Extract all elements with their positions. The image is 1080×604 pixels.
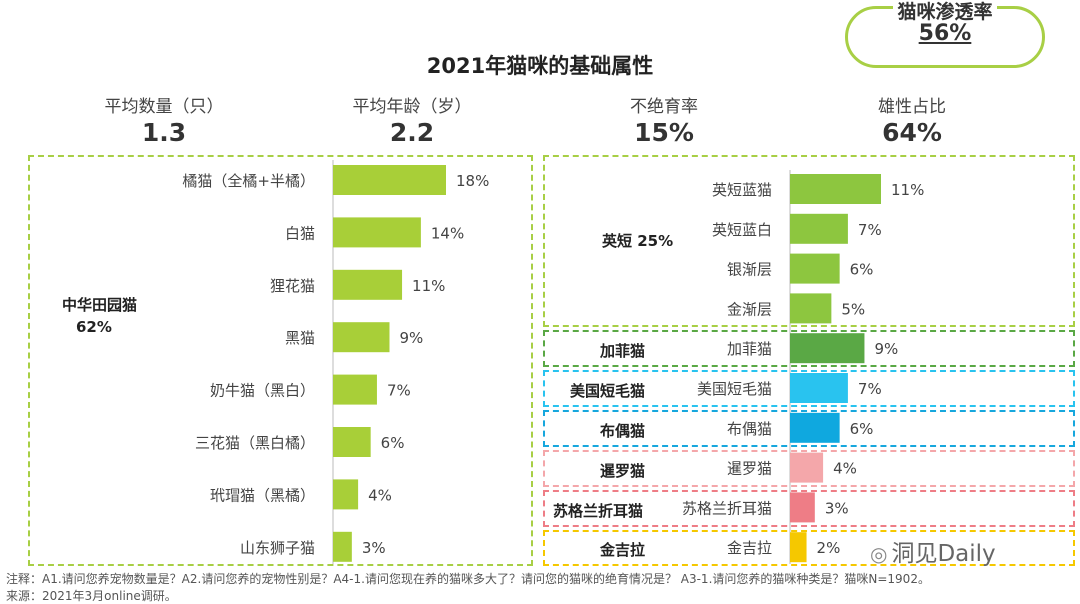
kpi-value: 2.2 xyxy=(389,118,435,147)
right-category-label: 布偶猫 xyxy=(727,420,772,438)
left-bar-0 xyxy=(333,165,446,195)
kpi-avg-age: 平均年龄（岁） 2.2 xyxy=(312,96,512,148)
group-scottish: 苏格兰折耳猫 xyxy=(553,502,644,520)
right-bar-3 xyxy=(790,293,832,324)
badge-value: 56% xyxy=(918,21,972,46)
right-value-label: 11% xyxy=(891,181,924,199)
chinchilla-box xyxy=(543,530,1075,566)
right-category-label: 暹罗猫 xyxy=(727,460,772,478)
left-value-label: 4% xyxy=(368,486,392,504)
right-category-label: 英短蓝猫 xyxy=(712,181,772,199)
ragdoll-box xyxy=(543,410,1075,447)
right-value-label: 7% xyxy=(858,380,882,398)
right-category-label: 加菲猫 xyxy=(727,340,772,358)
left-group-name: 中华田园猫 xyxy=(62,296,138,314)
kpi-label: 不绝育率 xyxy=(630,97,698,117)
right-category-label: 金渐层 xyxy=(727,300,772,318)
left-value-label: 9% xyxy=(400,329,424,347)
left-value-label: 14% xyxy=(431,224,464,242)
right-bar-5 xyxy=(790,373,848,403)
group-garfield: 加菲猫 xyxy=(600,342,646,360)
badge-title: 猫咪渗透率 xyxy=(893,0,997,25)
kpi-male-ratio: 雄性占比 64% xyxy=(812,96,1012,148)
kpi-value: 15% xyxy=(634,118,694,147)
penetration-badge: 猫咪渗透率 56% xyxy=(845,0,1045,68)
left-value-label: 6% xyxy=(381,434,405,452)
right-bar-1 xyxy=(790,213,848,244)
left-category-label: 黑猫 xyxy=(285,329,315,347)
siamese-box xyxy=(543,450,1075,487)
british-shorthair-box xyxy=(543,155,1075,327)
left-bar-7 xyxy=(333,531,352,562)
chinese-pastoral-box xyxy=(28,155,533,566)
right-bar-6 xyxy=(790,412,840,443)
right-value-label: 5% xyxy=(841,300,865,318)
left-category-label: 橘猫（全橘+半橘） xyxy=(182,172,315,190)
kpi-label: 平均年龄（岁） xyxy=(352,97,472,117)
group-american: 美国短毛猫 xyxy=(570,382,646,400)
source-note: 来源：2021年3月online调研。 xyxy=(6,589,177,603)
left-category-label: 白猫 xyxy=(285,224,315,242)
right-category-label: 金吉拉 xyxy=(727,539,772,557)
kpi-avg-count: 平均数量（只） 1.3 xyxy=(64,96,264,148)
right-bar-7 xyxy=(790,452,824,483)
left-category-label: 狸花猫 xyxy=(270,277,315,295)
right-value-label: 7% xyxy=(858,221,882,239)
left-category-label: 三花猫（黑白橘） xyxy=(195,434,315,452)
right-value-label: 9% xyxy=(874,340,898,358)
left-category-label: 玳瑁猫（黑橘） xyxy=(210,486,315,504)
right-bar-8 xyxy=(790,492,815,523)
american-shorthair-box xyxy=(543,370,1075,407)
right-bar-4 xyxy=(790,333,865,364)
kpi-label: 雄性占比 xyxy=(878,97,946,117)
logo-text: 洞见Daily xyxy=(891,541,996,567)
right-value-label: 4% xyxy=(833,460,857,478)
right-value-label: 3% xyxy=(825,499,849,517)
left-bar-2 xyxy=(333,269,403,300)
kpi-value: 64% xyxy=(882,118,942,147)
left-value-label: 11% xyxy=(412,277,445,295)
right-value-label: 6% xyxy=(850,420,874,438)
left-value-label: 7% xyxy=(387,382,411,400)
left-bar-1 xyxy=(333,217,421,248)
right-value-label: 6% xyxy=(850,261,874,279)
right-category-label: 银渐层 xyxy=(727,261,772,279)
group-ragdoll: 布偶猫 xyxy=(600,422,646,440)
left-bar-6 xyxy=(333,479,359,510)
scottish-fold-box xyxy=(543,490,1075,527)
right-category-label: 美国短毛猫 xyxy=(697,380,772,398)
right-bar-0 xyxy=(790,174,881,204)
group-siamese: 暹罗猫 xyxy=(600,462,646,480)
kpi-not-sterilized: 不绝育率 15% xyxy=(564,96,764,148)
right-bar-2 xyxy=(790,253,840,284)
brand-logo: ◎ 洞见Daily xyxy=(870,534,996,568)
right-bar-9 xyxy=(790,532,807,563)
left-value-label: 3% xyxy=(362,539,386,557)
footnote: 注释：A1.请问您养宠物数量是？A2.请问您养的宠物性别是？A4-1.请问您现在… xyxy=(6,572,930,586)
kpi-label: 平均数量（只） xyxy=(104,97,224,117)
right-category-label: 英短蓝白 xyxy=(712,221,772,239)
left-category-label: 山东狮子猫 xyxy=(240,539,315,557)
left-bar-4 xyxy=(333,374,377,405)
left-category-label: 奶牛猫（黑白） xyxy=(210,382,315,400)
group-british: 英短 25% xyxy=(602,232,674,250)
right-value-label: 2% xyxy=(817,539,841,557)
left-bar-5 xyxy=(333,427,371,457)
garfield-box xyxy=(543,330,1075,367)
left-value-label: 18% xyxy=(456,172,489,190)
wechat-icon: ◎ xyxy=(870,542,888,566)
kpi-value: 1.3 xyxy=(141,118,187,147)
left-group-value: 62% xyxy=(76,318,112,336)
right-category-label: 苏格兰折耳猫 xyxy=(682,499,772,517)
left-bar-3 xyxy=(333,322,390,353)
group-chinchilla: 金吉拉 xyxy=(600,541,646,559)
chart-title: 2021年猫咪的基础属性 xyxy=(426,54,654,78)
